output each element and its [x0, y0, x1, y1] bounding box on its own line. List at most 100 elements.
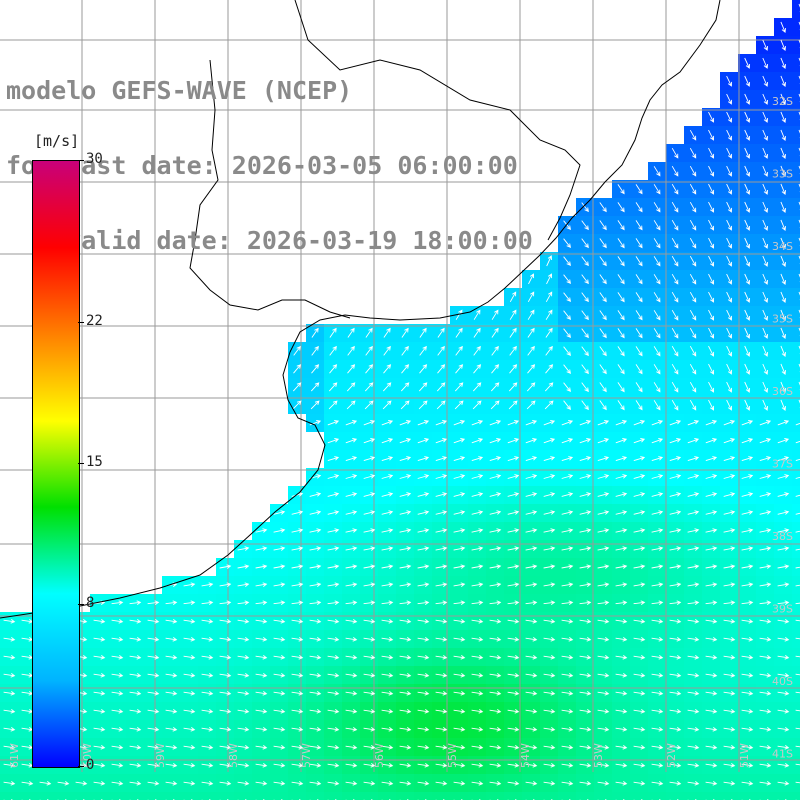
wind-arrow — [579, 655, 592, 660]
wind-arrow — [237, 582, 250, 587]
wind-arrow — [633, 745, 646, 750]
wind-arrow — [183, 745, 196, 750]
wind-arrow — [93, 781, 106, 786]
wind-arrow — [780, 57, 786, 69]
wind-arrow — [327, 510, 340, 515]
wind-arrow — [777, 510, 790, 515]
wind-arrow — [546, 255, 553, 267]
wind-speed-cell — [72, 792, 90, 800]
wind-arrow — [780, 399, 786, 411]
wind-speed-cell — [792, 648, 800, 666]
wind-arrow — [525, 492, 538, 497]
wind-arrow — [507, 438, 520, 444]
wind-arrow — [93, 727, 106, 732]
wind-arrow — [705, 727, 718, 732]
wind-arrow — [507, 546, 520, 551]
wind-arrow — [329, 327, 337, 338]
wind-arrow — [597, 619, 610, 624]
wind-arrow — [597, 564, 610, 569]
wind-arrow — [689, 219, 697, 231]
wind-arrow — [455, 345, 463, 356]
wind-arrow — [418, 400, 428, 410]
graticule-labels: 32S 33S 34S 35S 36S 37S 38S 39S 40S 41S 61W 60W 59W 5… — [8, 95, 793, 768]
wind-arrow — [687, 673, 700, 678]
wind-arrow — [777, 709, 790, 714]
wind-arrow — [273, 745, 286, 750]
wind-arrow — [795, 655, 800, 658]
wind-arrow — [255, 673, 268, 678]
wind-arrow — [597, 582, 610, 587]
wind-arrow — [669, 781, 682, 786]
wind-arrow — [708, 273, 715, 285]
wind-arrow — [615, 745, 628, 750]
wind-arrow — [327, 745, 340, 750]
wind-arrow — [435, 619, 448, 624]
wind-arrow — [780, 183, 786, 195]
wind-arrow — [291, 745, 304, 750]
wind-arrow — [723, 673, 736, 678]
wind-arrow — [111, 691, 124, 696]
wind-arrow — [581, 238, 589, 249]
wind-arrow — [545, 327, 553, 338]
wind-arrow — [741, 781, 754, 786]
wind-arrow — [399, 438, 412, 444]
wind-arrow — [219, 673, 232, 678]
wind-arrow — [219, 781, 232, 786]
wind-speed-cell — [558, 792, 576, 800]
colorbar-unit: [m/s] — [34, 132, 80, 150]
wind-arrow — [472, 400, 482, 410]
wind-arrow — [219, 564, 232, 569]
wind-arrow — [399, 763, 412, 768]
wind-arrow — [599, 364, 607, 375]
wind-arrow — [705, 673, 718, 678]
wind-arrow — [744, 57, 751, 69]
wind-speed-cell — [540, 792, 558, 800]
wind-arrow — [563, 400, 571, 411]
wind-arrow — [705, 709, 718, 714]
wind-arrow — [507, 637, 520, 642]
wind-speed-cell — [792, 432, 800, 450]
wind-arrow — [309, 745, 322, 750]
wind-arrow — [723, 655, 736, 660]
forecast-date: forecast date: 2026-03-05 06:00:00 — [6, 151, 518, 180]
wind-arrow — [741, 709, 754, 714]
wind-arrow — [147, 691, 160, 696]
wind-arrow — [417, 781, 430, 786]
wind-arrow — [651, 582, 664, 587]
wind-arrow — [543, 709, 556, 714]
wind-arrow — [687, 781, 700, 786]
wind-arrow — [507, 420, 520, 426]
wind-arrow — [615, 673, 628, 678]
wind-arrow — [723, 781, 736, 786]
wind-arrow — [780, 219, 786, 231]
wind-arrow — [39, 781, 52, 786]
wind-speed-cell — [792, 522, 800, 540]
wind-arrow — [455, 327, 463, 338]
wind-arrow — [671, 255, 679, 267]
wind-arrow — [762, 75, 769, 87]
wind-speed-cell — [792, 594, 800, 612]
wind-arrow — [635, 292, 643, 303]
wind-arrow — [617, 364, 625, 375]
wind-arrow — [744, 273, 751, 285]
wind-arrow — [310, 382, 320, 392]
wind-arrow — [651, 637, 664, 642]
wind-arrow — [509, 345, 517, 356]
wind-arrow — [561, 709, 574, 714]
wind-arrow — [687, 510, 700, 515]
wind-arrow — [726, 183, 733, 195]
wind-arrow — [741, 637, 754, 642]
wind-arrow — [777, 546, 790, 551]
wind-arrow — [291, 510, 304, 515]
wind-arrow — [687, 438, 700, 444]
wind-arrow — [651, 546, 664, 551]
wind-arrow — [399, 600, 412, 605]
wind-arrow — [417, 438, 430, 444]
wind-arrow — [327, 492, 340, 497]
wind-arrow — [327, 420, 340, 426]
wind-arrow — [399, 781, 412, 786]
wind-arrow — [183, 619, 196, 624]
wind-arrow — [617, 184, 625, 195]
wind-arrow — [183, 727, 196, 732]
wind-arrow — [507, 582, 520, 587]
